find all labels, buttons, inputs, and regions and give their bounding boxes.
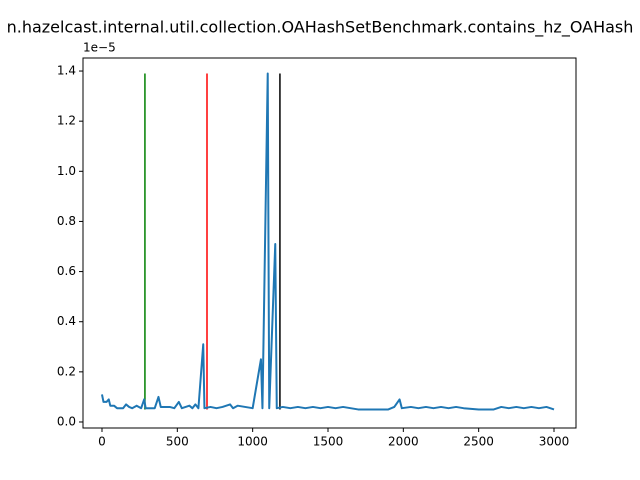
x-tick-label: 1500 — [313, 435, 344, 449]
data-line — [101, 72, 555, 411]
x-tick-label: 0 — [98, 435, 106, 449]
x-tick-label: 3000 — [539, 435, 570, 449]
x-tick-label: 1000 — [237, 435, 268, 449]
y-offset-label: 1e−5 — [83, 41, 116, 55]
y-tick-label: 1.2 — [57, 114, 76, 128]
y-tick-label: 0.8 — [57, 214, 76, 228]
y-tick-label: 1.4 — [57, 64, 76, 78]
y-tick-label: 0.2 — [57, 364, 76, 378]
plot-frame — [82, 57, 577, 429]
y-tick-label: 0.0 — [57, 414, 76, 428]
x-tick-label: 500 — [166, 435, 189, 449]
y-tick-label: 0.4 — [57, 314, 76, 328]
chart-title: n.hazelcast.internal.util.collection.OAH… — [7, 18, 634, 38]
x-tick-label: 2500 — [463, 435, 494, 449]
y-tick-label: 1.0 — [57, 164, 76, 178]
x-tick-label: 2000 — [388, 435, 419, 449]
y-tick-label: 0.6 — [57, 264, 76, 278]
